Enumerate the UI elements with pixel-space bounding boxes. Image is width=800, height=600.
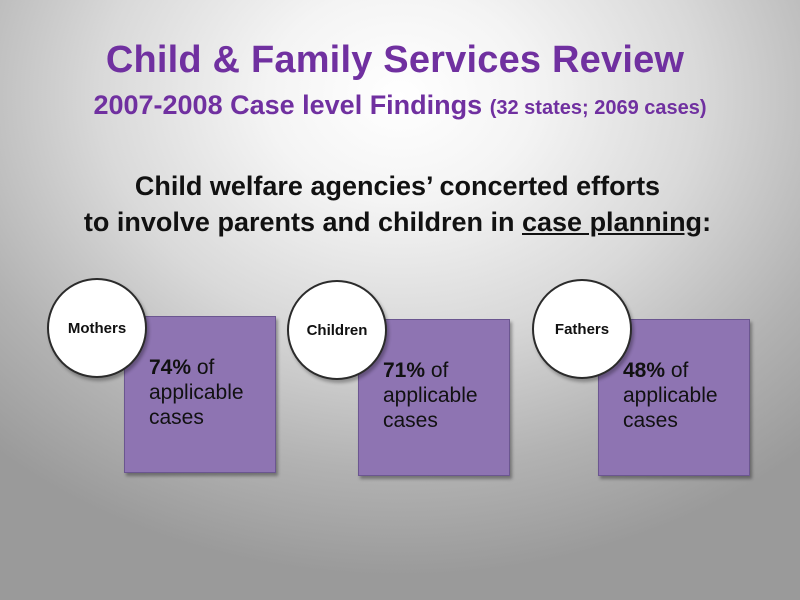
- group-label-mothers: Mothers: [67, 319, 127, 337]
- headline-line-2-suffix: :: [702, 207, 712, 237]
- finding-percent-mothers: 74%: [149, 356, 192, 379]
- headline-line-2-prefix: to involve parents and children in: [83, 207, 522, 237]
- headline-line-2: to involve parents and children in case …: [0, 204, 795, 240]
- group-circle-children: Children: [287, 280, 387, 380]
- finding-text-mothers: 74% of applicable cases: [149, 355, 244, 430]
- finding-of: of: [665, 359, 689, 382]
- finding-line-1: 48% of: [623, 358, 718, 383]
- group-circle-mothers: Mothers: [47, 278, 147, 378]
- finding-line-3: cases: [383, 409, 438, 432]
- subtitle-note: (32 states; 2069 cases): [489, 97, 707, 119]
- slide-headline: Child welfare agencies’ concerted effort…: [0, 168, 795, 240]
- finding-line-1: 71% of: [383, 358, 478, 383]
- finding-line-3: cases: [623, 409, 678, 432]
- finding-card-mothers: 74% of applicable cases: [124, 316, 276, 473]
- group-label-fathers: Fathers: [554, 320, 610, 338]
- finding-text-children: 71% of applicable cases: [383, 358, 478, 433]
- subtitle-main: 2007-2008 Case level Findings: [93, 90, 483, 120]
- finding-text-fathers: 48% of applicable cases: [623, 358, 718, 433]
- headline-underlined-text: case planning: [522, 207, 703, 237]
- finding-line-2: applicable: [149, 381, 244, 404]
- finding-percent-children: 71%: [383, 359, 426, 382]
- finding-of: of: [425, 359, 449, 382]
- group-circle-fathers: Fathers: [532, 279, 632, 379]
- headline-line-1: Child welfare agencies’ concerted effort…: [134, 171, 661, 201]
- slide-subtitle: 2007-2008 Case level Findings (32 states…: [0, 88, 800, 125]
- finding-line-2: applicable: [383, 384, 478, 407]
- finding-line-3: cases: [149, 406, 204, 429]
- slide-title: Child & Family Services Review: [105, 39, 685, 81]
- finding-line-1: 74% of: [149, 355, 244, 380]
- group-label-children: Children: [306, 321, 368, 339]
- finding-percent-fathers: 48%: [623, 359, 666, 382]
- finding-of: of: [191, 356, 215, 379]
- finding-line-2: applicable: [623, 384, 718, 407]
